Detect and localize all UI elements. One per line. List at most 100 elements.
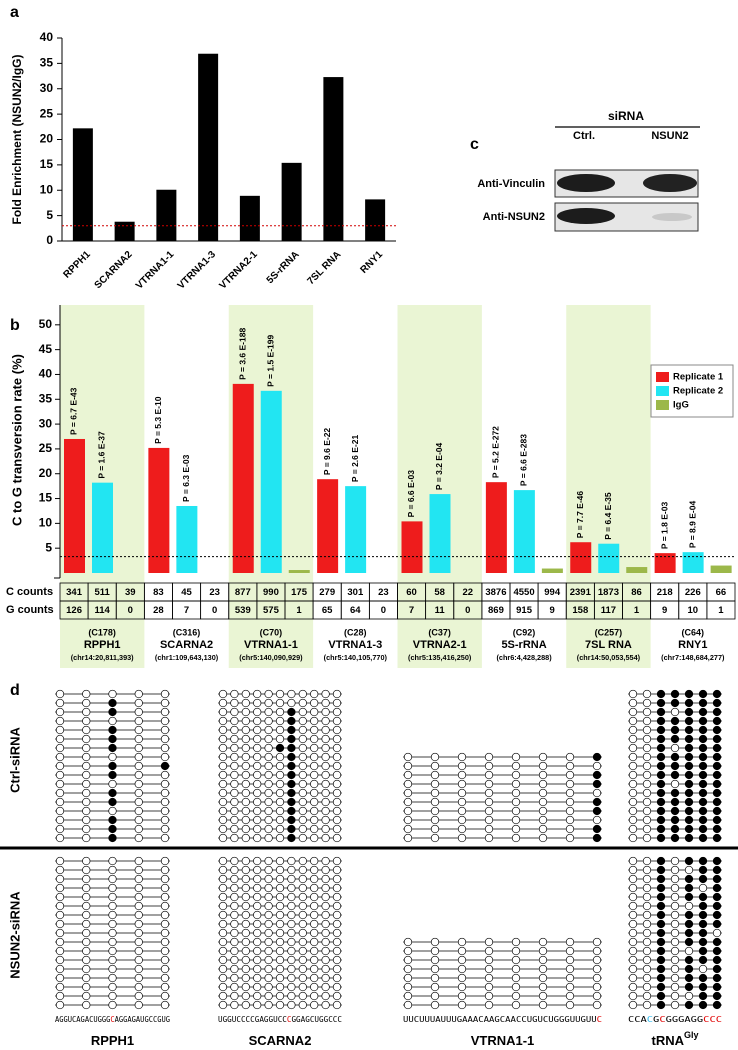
cytosine: [82, 788, 91, 798]
cytosine: [592, 946, 602, 956]
cytosine: [642, 725, 652, 735]
gene-label: RPPH1: [91, 1033, 134, 1048]
cytosine: [275, 883, 285, 893]
cytosine: [160, 716, 170, 726]
cytosine: [160, 901, 170, 911]
cytosine: [592, 1000, 602, 1010]
cytosine: [108, 901, 117, 911]
cytosine: [321, 806, 330, 816]
cytosine: [298, 973, 307, 983]
cytosine: [684, 982, 694, 992]
cytosine: [430, 824, 440, 834]
cytosine: [82, 892, 91, 902]
cytosine: [298, 833, 307, 843]
cytosine: [287, 955, 296, 965]
y-tick-label: 5: [45, 540, 52, 554]
gene-label: tRNAGly: [651, 1030, 698, 1048]
cytosine: [264, 1000, 273, 1010]
cytosine: [403, 761, 413, 771]
cytosine: [538, 982, 548, 992]
cytosine: [670, 883, 680, 893]
cytosine: [538, 824, 548, 834]
cytosine: [253, 973, 262, 983]
sequence-segment: CCC: [703, 1015, 722, 1024]
cytosine: [321, 982, 330, 992]
cytosine: [253, 856, 262, 866]
cytosine: [241, 716, 250, 726]
cytosine: [332, 901, 342, 911]
cytosine: [82, 734, 91, 744]
y-tick-label: 45: [39, 342, 53, 356]
cytosine: [134, 964, 143, 974]
panel-label: d: [10, 682, 20, 699]
cytosine: [656, 824, 666, 834]
cytosine: [332, 833, 342, 843]
cytosine: [642, 698, 652, 708]
bar: [232, 383, 254, 573]
cytosine: [628, 716, 638, 726]
cytosine: [275, 797, 285, 807]
cytosine: [230, 883, 239, 893]
cytosine: [253, 892, 262, 902]
cytosine: [275, 788, 285, 798]
cytosine: [298, 928, 307, 938]
cytosine: [670, 955, 680, 965]
cytosine: [310, 743, 319, 753]
cytosine: [430, 955, 440, 965]
cytosine: [160, 734, 170, 744]
cytosine: [684, 770, 694, 780]
panel-label: c: [470, 136, 479, 153]
cytosine: [457, 761, 467, 771]
cytosine: [134, 901, 143, 911]
cytosine: [241, 955, 250, 965]
table-value: 539: [235, 605, 251, 616]
cytosine: [684, 743, 694, 753]
cytosine: [134, 698, 143, 708]
cytosine: [218, 856, 228, 866]
cytosine: [298, 910, 307, 920]
cytosine: [160, 856, 170, 866]
cytosine: [218, 928, 228, 938]
cytosine: [670, 716, 680, 726]
cytosine: [298, 1000, 307, 1010]
cytosine: [218, 919, 228, 929]
cytosine: [310, 883, 319, 893]
table-value: 175: [291, 587, 308, 598]
cytosine: [712, 964, 722, 974]
cytosine: [55, 856, 65, 866]
cytosine: [264, 991, 273, 1001]
bar: [365, 199, 386, 241]
cytosine: [592, 973, 602, 983]
cytosine: [310, 973, 319, 983]
cytosine: [287, 919, 296, 929]
cytosine: [218, 937, 228, 947]
cytosine: [310, 937, 319, 947]
cytosine: [160, 797, 170, 807]
cytosine: [698, 964, 708, 974]
cytosine: [241, 919, 250, 929]
cytosine: [670, 856, 680, 866]
cytosine: [218, 788, 228, 798]
cytosine: [287, 856, 296, 866]
table-value: 575: [263, 605, 280, 616]
cytosine: [287, 901, 296, 911]
cytosine: [218, 865, 228, 875]
cytosine: [628, 928, 638, 938]
cytosine: [684, 788, 694, 798]
cytosine: [592, 824, 602, 834]
cytosine: [698, 725, 708, 735]
cytosine: [230, 937, 239, 947]
cytosine: [55, 797, 65, 807]
p-value-label: P = 3.2 E-04: [434, 442, 444, 490]
gene-name: SCARNA2: [249, 1033, 312, 1048]
cytosine: [275, 937, 285, 947]
cytosine: [592, 797, 602, 807]
cytosine: [403, 1000, 413, 1010]
cytosine: [670, 743, 680, 753]
cytosine: [712, 856, 722, 866]
cytosine: [403, 955, 413, 965]
cytosine: [287, 725, 296, 735]
cytosine: [241, 698, 250, 708]
cytosine: [55, 833, 65, 843]
cytosine: [275, 707, 285, 717]
